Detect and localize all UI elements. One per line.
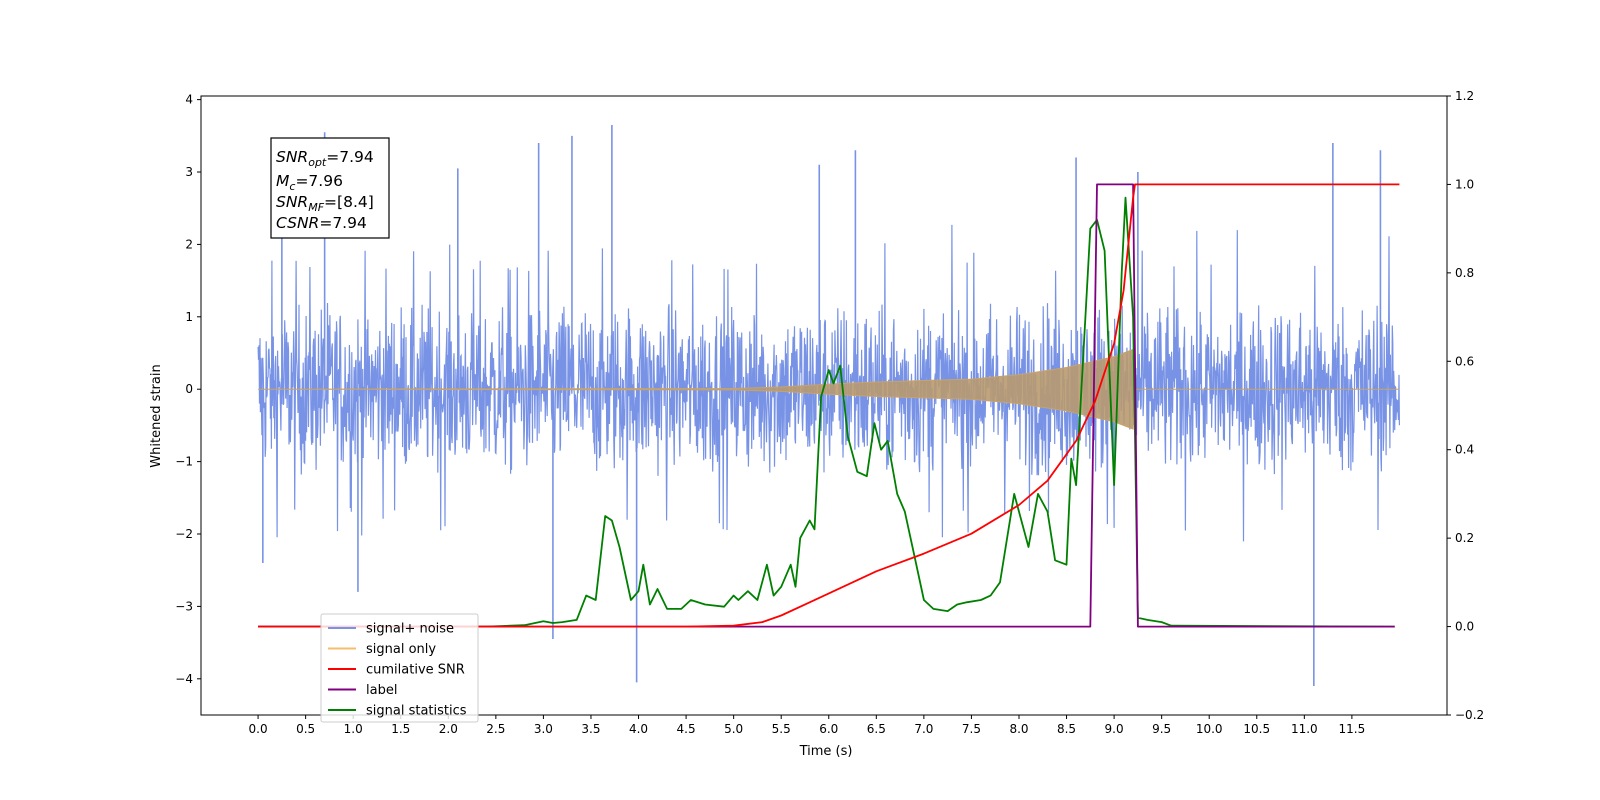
legend-label-1: signal only bbox=[366, 642, 436, 657]
y-right-tick-label: 0.8 bbox=[1455, 266, 1474, 280]
legend-label-3: label bbox=[366, 683, 397, 698]
series-label bbox=[258, 183, 1395, 628]
x-tick-label: 7.0 bbox=[914, 722, 933, 736]
x-tick-label: 7.5 bbox=[962, 722, 981, 736]
y-right-tick-label: −0.2 bbox=[1455, 708, 1484, 722]
x-tick-label: 8.5 bbox=[1057, 722, 1076, 736]
series-signal-only bbox=[258, 348, 1400, 430]
legend-label-4: signal statistics bbox=[366, 704, 467, 719]
info-box: SNRopt=7.94 Mc=7.96 SNRMF=[8.4] CSNR=7.9… bbox=[270, 137, 390, 239]
y-left-tick-label: 2 bbox=[185, 237, 193, 251]
series-signal-noise bbox=[257, 224, 1400, 542]
y-left-tick-label: −1 bbox=[175, 455, 193, 469]
plot-area bbox=[257, 124, 1400, 687]
y-left-tick-label: 1 bbox=[185, 310, 193, 324]
x-tick-label: 10.0 bbox=[1196, 722, 1223, 736]
y-right-tick-label: 0.6 bbox=[1455, 354, 1474, 368]
x-tick-label: 5.0 bbox=[724, 722, 743, 736]
y-axis-label: Whitened strain bbox=[149, 364, 164, 467]
snr-mf-label: SNRMF=[8.4] bbox=[276, 193, 374, 214]
x-tick-label: 0.0 bbox=[249, 722, 268, 736]
x-tick-label: 4.5 bbox=[677, 722, 696, 736]
series-cumulative-snr bbox=[258, 183, 1400, 628]
y-left-tick-label: 4 bbox=[185, 93, 193, 107]
x-tick-label: 11.5 bbox=[1339, 722, 1366, 736]
y-right-tick-label: 0.0 bbox=[1455, 620, 1474, 634]
y-left-tick-label: 0 bbox=[185, 382, 193, 396]
x-tick-label: 11.0 bbox=[1291, 722, 1318, 736]
y-left-tick-label: −2 bbox=[175, 527, 193, 541]
x-tick-label: 2.5 bbox=[486, 722, 505, 736]
x-tick-label: 10.5 bbox=[1243, 722, 1270, 736]
x-tick-label: 1.5 bbox=[391, 722, 410, 736]
mc-label: Mc=7.96 bbox=[276, 172, 343, 193]
x-tick-label: 8.0 bbox=[1009, 722, 1028, 736]
snr-opt-label: SNRopt=7.94 bbox=[276, 148, 374, 169]
y-right-tick-label: 1.2 bbox=[1455, 89, 1474, 103]
axes: 0.0 0.5 1.0 1.5 2.0 2.5 3.0 3.5 4.0 4.5 5.0 5.5 6.0 6… bbox=[175, 89, 1484, 736]
x-tick-label: 9.5 bbox=[1152, 722, 1171, 736]
x-tick-label: 6.5 bbox=[867, 722, 886, 736]
x-tick-label: 3.0 bbox=[534, 722, 553, 736]
x-tick-label: 0.5 bbox=[296, 722, 315, 736]
legend: signal+ noise signal only cumilative SNR la… bbox=[320, 613, 479, 723]
y-right-tick-label: 0.4 bbox=[1455, 443, 1474, 457]
y-right-tick-label: 0.2 bbox=[1455, 531, 1474, 545]
series-group bbox=[257, 124, 1400, 687]
legend-label-0: signal+ noise bbox=[366, 622, 454, 637]
plot-frame bbox=[200, 95, 1448, 716]
x-tick-label: 3.5 bbox=[581, 722, 600, 736]
x-tick-label: 1.0 bbox=[344, 722, 363, 736]
series-signal-statistics bbox=[258, 196, 1395, 628]
y-left-tick-label: −3 bbox=[175, 599, 193, 613]
x-tick-label: 5.5 bbox=[772, 722, 791, 736]
x-tick-label: 2.0 bbox=[439, 722, 458, 736]
x-tick-label: 9.0 bbox=[1105, 722, 1124, 736]
y-right-tick-label: 1.0 bbox=[1455, 177, 1474, 191]
legend-label-2: cumilative SNR bbox=[366, 663, 465, 678]
y-left-tick-label: −4 bbox=[175, 672, 193, 686]
x-axis-label: Time (s) bbox=[799, 744, 853, 759]
y-left-tick-label: 3 bbox=[185, 165, 193, 179]
x-tick-label: 4.0 bbox=[629, 722, 648, 736]
x-tick-label: 6.0 bbox=[819, 722, 838, 736]
csnr-label: CSNR=7.94 bbox=[276, 214, 367, 232]
